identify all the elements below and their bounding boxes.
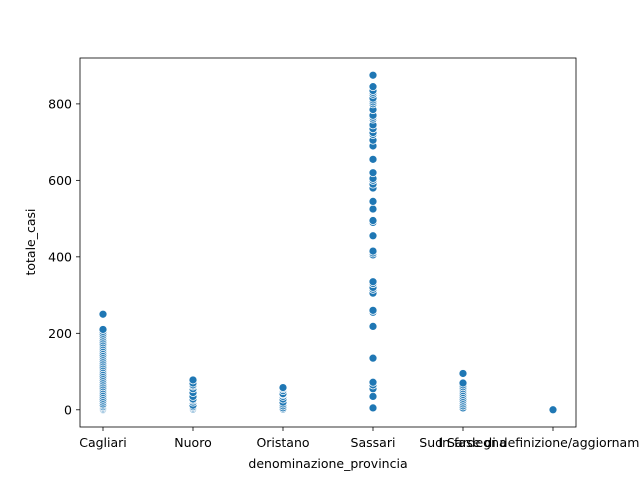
x-ticks: Cagliari Nuoro Oristano Sassari Sud Sardegna…: [79, 427, 640, 450]
x-tick-label: Sassari: [351, 435, 396, 450]
data-point: [368, 377, 378, 387]
data-point: [368, 277, 378, 287]
data-point: [368, 197, 378, 206]
data-point: [368, 231, 378, 241]
plot-area: [79, 57, 577, 428]
x-tick-label: Nuoro: [174, 435, 211, 450]
y-tick-label: 600: [48, 173, 72, 188]
x-tick-label: Cagliari: [79, 435, 127, 450]
x-tick-label: In fase di definizione/aggiornamento: [438, 435, 640, 450]
data-point: [368, 154, 378, 164]
y-tick-label: 800: [48, 96, 72, 111]
y-tick-label: 400: [48, 249, 72, 264]
data-point: [368, 82, 378, 92]
data-point: [188, 375, 198, 385]
data-point: [368, 322, 378, 331]
y-tick-label: 0: [64, 402, 72, 417]
x-tick-label: Oristano: [256, 435, 309, 450]
x-tick-label: Sud Sardegna: [419, 435, 506, 450]
y-ticks: 0 200 400 600 800: [48, 96, 80, 417]
x-axis-label: denominazione_provincia: [248, 456, 407, 471]
data-point: [368, 246, 378, 256]
data-point: [98, 309, 108, 319]
data-point: [368, 204, 378, 214]
data-point: [368, 216, 378, 225]
data-point: [368, 305, 378, 315]
y-tick-label: 200: [48, 326, 72, 341]
data-point: [368, 403, 378, 413]
data-point: [368, 353, 378, 363]
data-point: [368, 70, 378, 80]
data-point: [458, 369, 468, 378]
data-point: [458, 378, 468, 388]
data-point: [368, 168, 378, 178]
data-points: [98, 70, 558, 415]
data-point: [548, 405, 558, 415]
data-point: [98, 325, 108, 334]
data-point: [278, 383, 288, 392]
y-axis-label: totale_casi: [23, 208, 38, 275]
data-point: [368, 392, 378, 401]
